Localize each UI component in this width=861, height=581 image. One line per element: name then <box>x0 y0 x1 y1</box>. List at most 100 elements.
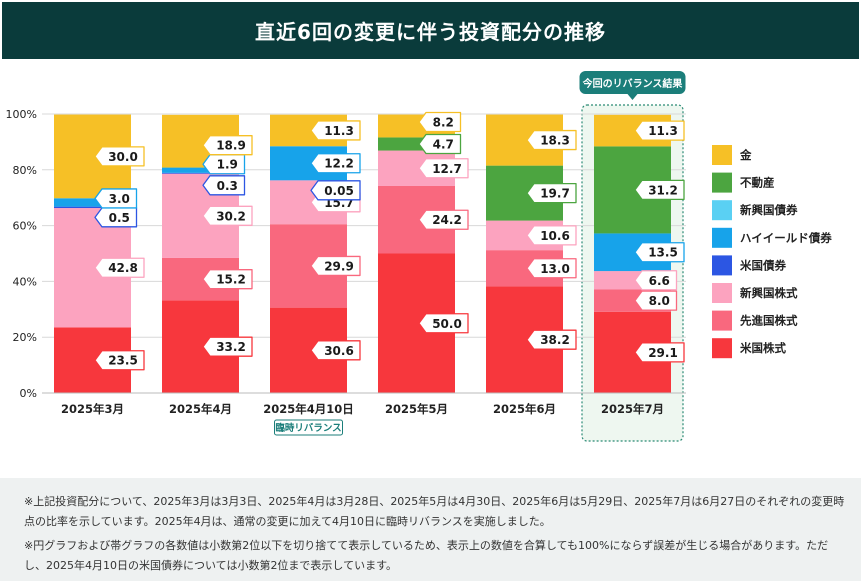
data-label-value: 15.2 <box>216 273 246 287</box>
highlight-badge <box>579 71 686 94</box>
data-label-value: 19.7 <box>540 187 570 201</box>
data-label-value: 8.0 <box>649 294 670 308</box>
data-label-value: 0.5 <box>109 211 130 225</box>
data-label-box <box>310 180 361 201</box>
legend-swatch <box>712 172 732 193</box>
bar-segment <box>162 167 239 173</box>
data-label-value: 50.0 <box>432 317 462 331</box>
legend-swatch <box>712 145 732 165</box>
highlight-label: 今回のリバランス結果 <box>582 77 684 90</box>
data-label: 30.0 <box>94 146 145 167</box>
bar-segment <box>54 198 131 207</box>
legend-label: 新興国株式 <box>740 286 798 300</box>
data-label-value: 30.6 <box>324 344 354 358</box>
data-label: 30.2 <box>202 205 253 226</box>
data-label-box <box>418 133 462 155</box>
data-label: 3.0 <box>94 188 138 209</box>
data-label-value: 12.2 <box>324 157 354 171</box>
data-label-value: 4.7 <box>433 137 454 151</box>
data-label-box <box>634 179 685 201</box>
data-label: 18.3 <box>526 129 577 151</box>
data-label-box <box>310 120 361 141</box>
x-tick-label: 2025年5月 <box>385 402 448 416</box>
data-label-value: 31.2 <box>648 183 678 197</box>
data-label-value: 18.3 <box>540 134 570 148</box>
data-label-box <box>526 225 577 246</box>
data-label-value: 8.2 <box>433 115 454 129</box>
data-label-value: 30.0 <box>108 150 138 164</box>
data-label: 6.6 <box>634 270 678 291</box>
data-label-value: 6.6 <box>649 274 670 288</box>
legend-label: 先進国株式 <box>740 314 798 328</box>
x-tick-label: 2025年6月 <box>493 402 556 416</box>
data-label-value: 1.9 <box>217 158 238 172</box>
bar-segment <box>54 206 131 209</box>
data-label: 8.2 <box>418 111 462 133</box>
data-label-box <box>310 153 361 174</box>
data-label-box <box>94 146 145 167</box>
data-label: 0.3 <box>202 175 246 196</box>
data-label-value: 29.9 <box>324 259 354 273</box>
data-label: 8.0 <box>634 290 678 311</box>
y-tick-label: 60% <box>13 220 37 233</box>
x-tick-label: 2025年7月 <box>601 402 664 416</box>
data-label-value: 13.5 <box>648 246 678 260</box>
data-label: 38.2 <box>526 329 577 350</box>
data-label-box <box>94 350 145 371</box>
data-label: 50.0 <box>418 313 469 334</box>
legend-label: 金 <box>739 148 752 162</box>
data-label-value: 33.2 <box>216 340 246 354</box>
stacked-bar-chart: 今回のリバランス結果 0% 20% 40% 60% 80% 100% 23.5 42.8 0.5 3… <box>6 71 832 442</box>
footnotes: ※上記投資配分について、2025年3月は3月3日、2025年4月は3月28日、2… <box>0 478 861 581</box>
data-label-value: 10.6 <box>540 229 570 243</box>
data-label-box <box>94 207 138 228</box>
data-label-box <box>94 257 145 278</box>
data-label: 29.1 <box>634 342 685 363</box>
x-tick-label: 2025年3月 <box>61 402 124 416</box>
data-label-box <box>94 188 138 209</box>
data-label: 29.9 <box>310 255 361 277</box>
data-label: 0.5 <box>94 207 138 228</box>
data-label-value: 29.1 <box>648 346 678 360</box>
legend-label: 新興国債券 <box>740 203 798 217</box>
data-label-value: 11.3 <box>648 124 678 138</box>
data-label: 19.7 <box>526 182 577 204</box>
data-label-value: 12.7 <box>432 162 462 176</box>
footnote-rounding: ※円グラフおよび帯グラフの各数値は小数第2位以下を切り捨てて表示しているため、表… <box>24 539 829 572</box>
data-label-box <box>418 209 469 230</box>
data-label-value: 3.0 <box>109 192 130 206</box>
legend-label: 不動産 <box>740 176 775 190</box>
data-label: 18.9 <box>202 135 253 156</box>
x-tick-label: 2025年4月 <box>169 402 232 416</box>
data-label-value: 38.2 <box>540 333 570 347</box>
y-tick-label: 80% <box>13 164 37 177</box>
legend-label: 米国株式 <box>739 341 786 355</box>
y-tick-label: 100% <box>6 108 37 121</box>
data-label-box <box>418 313 469 334</box>
data-label: 13.0 <box>526 258 577 279</box>
data-label-box <box>526 129 577 151</box>
data-label-value: 18.9 <box>216 139 246 153</box>
legend-swatch <box>712 310 732 331</box>
data-label: 31.2 <box>634 179 685 201</box>
legend-swatch <box>712 338 732 359</box>
data-label-value: 24.2 <box>432 213 462 227</box>
y-tick-label: 0% <box>20 387 37 400</box>
data-label-box <box>634 120 685 141</box>
data-label-value: 23.5 <box>108 354 138 368</box>
data-label-box <box>202 269 253 290</box>
data-label-box <box>202 336 253 357</box>
bar-segment <box>162 172 239 174</box>
y-tick-label: 40% <box>13 275 37 288</box>
data-label-box <box>202 154 246 175</box>
legend-label: ハイイールド債券 <box>740 231 832 245</box>
data-label-box <box>418 158 469 179</box>
data-label-box <box>526 258 577 279</box>
data-label: 42.8 <box>94 257 145 278</box>
data-label: 11.3 <box>310 120 361 141</box>
data-label: 24.2 <box>418 209 469 230</box>
legend-swatch <box>712 200 732 221</box>
data-label-box <box>526 182 577 204</box>
legend-swatch <box>712 255 732 276</box>
data-label: 33.2 <box>202 336 253 357</box>
